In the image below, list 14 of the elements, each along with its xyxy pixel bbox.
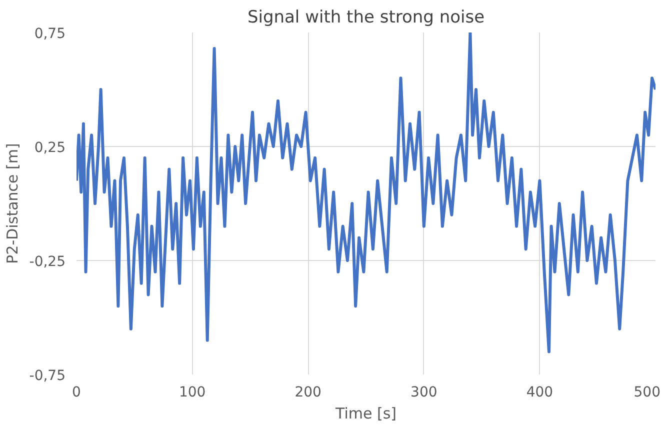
chart-title: Signal with the strong noise [247,8,485,28]
y-tick-label: 0,25 [34,140,66,156]
y-tick-label: -0,75 [29,368,66,384]
x-tick-label: 400 [526,384,554,400]
x-tick-label: 500 [634,384,661,400]
x-tick-label: 200 [294,384,322,400]
y-axis-title: P2-Distance [m] [3,143,22,264]
x-tick-label: 100 [178,384,206,400]
y-tick-label: 0,75 [34,26,66,42]
x-tick-label: 300 [410,384,438,400]
line-series [76,32,656,354]
x-axis-title: Time [s] [334,404,396,422]
y-tick-label: -0,25 [29,254,66,270]
x-tick-label: 0 [72,384,81,400]
